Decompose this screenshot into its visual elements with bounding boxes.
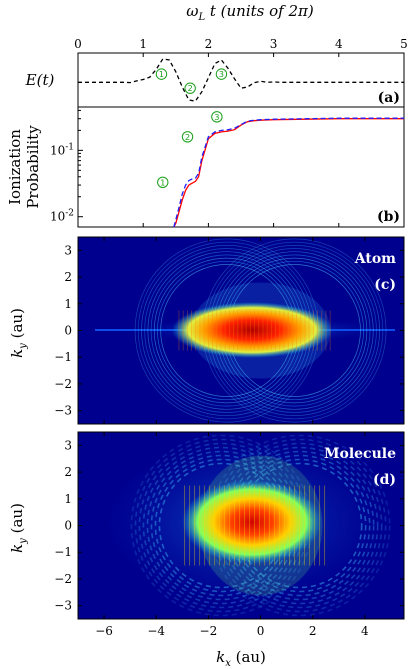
molecule-arc-right (236, 462, 363, 589)
top-axis-label: ωL t (units of 2π) (186, 2, 314, 23)
panel-a-marker-label: 3 (219, 70, 224, 79)
panel-d-title: Molecule (324, 446, 396, 462)
field-line (78, 58, 404, 102)
panel-b-label: (b) (377, 209, 400, 225)
y-tick-label: −2 (54, 572, 72, 586)
panel-c-title: Atom (354, 251, 396, 267)
top-x-ticks: 0 1 2 3 4 5 (74, 37, 408, 227)
y-tick-label: 1 (64, 492, 72, 506)
x-tick-label: 4 (361, 624, 369, 638)
y-tick-label: 3 (64, 243, 72, 257)
x-tick-label: −4 (147, 624, 165, 638)
panel-d-ticks: 3 2 1 0 −1 −2 −3 −6 −4 −2 0 2 4 (54, 432, 404, 638)
molecule-core (182, 480, 322, 564)
y-tick-label: 2 (64, 270, 72, 284)
panel-c-label: (c) (374, 277, 396, 293)
molecule-arc-right (212, 438, 387, 613)
y-tick-label: −3 (54, 599, 72, 613)
panel-b-y-tick-label: 10-1 (50, 142, 74, 157)
y-tick-label: −3 (54, 404, 72, 418)
panel-b-markers: 1 2 3 (157, 111, 223, 189)
panel-a-marker-circle (155, 68, 168, 80)
panel-a-marker-label: 1 (159, 70, 164, 79)
probability-blue-line (173, 117, 404, 228)
panel-c-map (95, 238, 395, 423)
y-tick-label: 3 (64, 438, 72, 452)
panel-a: 0 1 2 3 4 5 E(t) 1 2 3 (a) (25, 37, 408, 227)
panel-b-marker-circle (157, 176, 169, 189)
probability-red-line (173, 118, 404, 228)
panel-d-xlabel: kx (au) (216, 648, 266, 669)
panel-b-marker-circle (211, 111, 223, 123)
x-tick-label: 0 (257, 624, 265, 638)
panel-d-label: (d) (373, 472, 396, 488)
y-tick-label: 2 (64, 465, 72, 479)
panel-b-ylabel-line1: Ionization (6, 129, 24, 205)
panel-c-ylabel: ky (au) (8, 308, 29, 358)
panel-a-marker-circle (184, 82, 196, 94)
panel-a-marker-circle (215, 68, 228, 80)
panel-b-marker-circle (181, 131, 194, 143)
y-tick-label: −1 (54, 350, 72, 364)
top-x-tick-label: 3 (270, 37, 278, 51)
atom-core (172, 302, 332, 358)
molecule-stripes (184, 485, 326, 566)
top-x-tick-label: 1 (139, 37, 147, 51)
panel-d: Molecule (d) 3 2 1 0 −1 −2 −3 −6 −4 −2 0 2 4 ky (au)… (8, 431, 405, 669)
panel-b-ylabel-line2: Probability (24, 125, 42, 209)
y-tick-label: 0 (64, 324, 72, 338)
panel-b-y-tick-label: 10-2 (50, 209, 74, 224)
panel-b-marker-label: 1 (160, 178, 165, 187)
y-tick-label: −2 (54, 377, 72, 391)
x-tick-label: −6 (95, 624, 113, 638)
x-tick-label: −2 (200, 624, 218, 638)
panel-b-marker-label: 3 (214, 113, 219, 122)
atom-stripes (178, 310, 331, 351)
panel-b-y-ticks: 10-2 10-1 (50, 109, 83, 224)
top-x-tick-label: 2 (205, 37, 213, 51)
top-x-tick-label: 0 (74, 37, 82, 51)
panel-c-ticks: 3 2 1 0 −1 −2 −3 (54, 237, 404, 424)
panel-a-marker-label: 2 (188, 84, 193, 93)
panel-a-markers: 1 2 3 (155, 68, 228, 94)
panel-a-frame (77, 52, 405, 108)
panel-a-label: (a) (378, 90, 400, 106)
panel-b-marker-label: 2 (185, 133, 190, 142)
panel-a-ylabel: E(t) (25, 71, 55, 89)
molecule-arc-right (224, 450, 375, 601)
x-tick-label: 2 (309, 624, 317, 638)
top-x-tick-label: 4 (335, 37, 343, 51)
y-tick-label: −1 (54, 545, 72, 559)
panel-b: Ionization Probability 10-2 10-1 1 2 3 (b) (6, 106, 405, 228)
panel-d-ylabel: ky (au) (8, 503, 29, 553)
panel-b-frame (77, 106, 405, 228)
y-tick-label: 0 (64, 519, 72, 533)
panel-c: Atom (c) 3 2 1 0 −1 −2 −3 ky (au) (8, 236, 405, 425)
top-x-tick-label: 5 (400, 37, 408, 51)
molecule-arc-right (216, 442, 383, 609)
panel-d-map (107, 434, 391, 617)
y-tick-label: 1 (64, 297, 72, 311)
